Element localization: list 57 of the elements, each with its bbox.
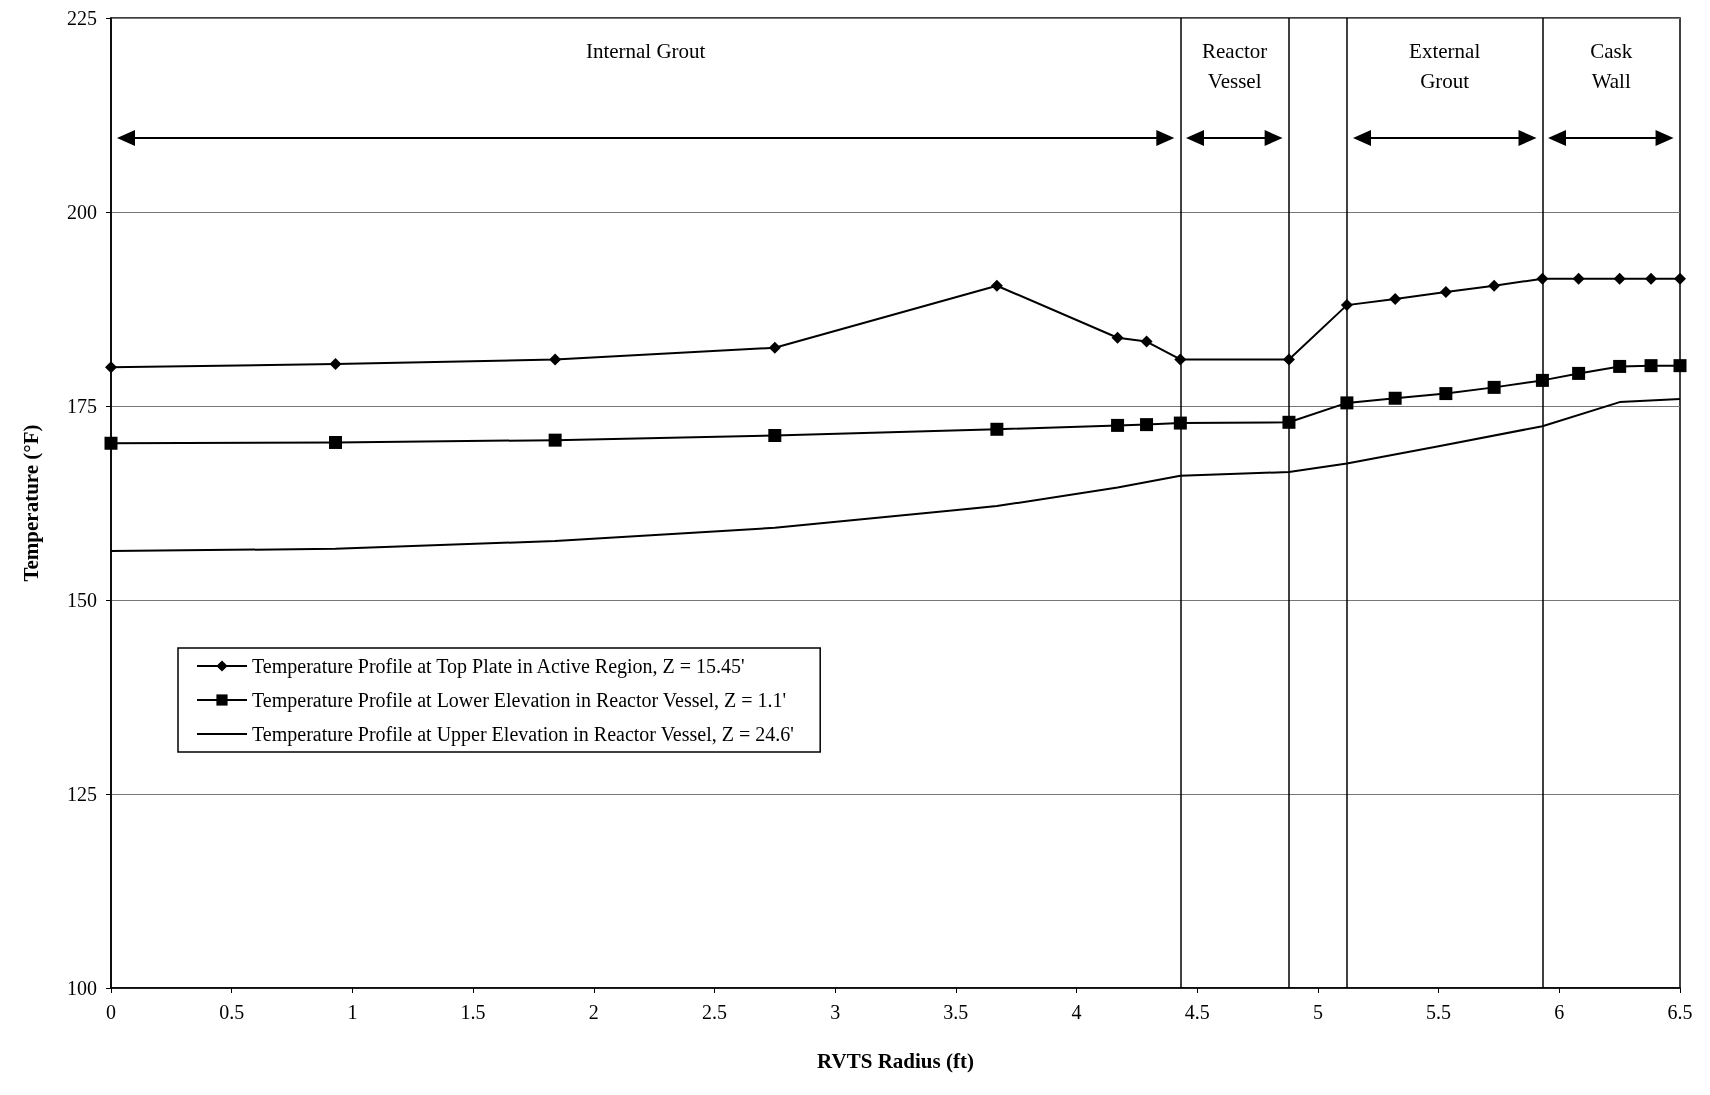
legend-label: Temperature Profile at Top Plate in Active Region, Z = 15.45'	[252, 655, 745, 678]
x-tick-label: 0.5	[219, 1001, 245, 1023]
point	[1140, 335, 1153, 348]
x-tick-label: 5	[1312, 1001, 1323, 1023]
x-tick-label: 4.5	[1184, 1001, 1210, 1023]
point	[1439, 285, 1452, 298]
x-tick-label: 2.5	[701, 1001, 727, 1023]
point	[1487, 380, 1501, 394]
point	[768, 428, 782, 442]
point	[1572, 366, 1586, 380]
annotation: Cask Wall	[1590, 39, 1633, 93]
x-tick-label: 6	[1554, 1001, 1565, 1023]
y-tick-label: 125	[67, 783, 97, 805]
point	[105, 361, 117, 374]
x-axis-title: RVTS Radius (ft)	[817, 1048, 974, 1073]
point	[1645, 272, 1658, 285]
point	[1488, 279, 1501, 292]
x-tick-label: 2	[588, 1001, 599, 1023]
point	[1111, 418, 1125, 432]
annotation: Reactor Vessel	[1202, 39, 1268, 93]
x-tick-label: 3	[830, 1001, 841, 1023]
point	[329, 358, 342, 371]
point	[1572, 272, 1585, 285]
point	[1644, 359, 1658, 373]
point	[1439, 387, 1453, 401]
x-tick-label: 6.5	[1667, 1001, 1693, 1023]
point	[1140, 418, 1154, 432]
point	[1673, 359, 1687, 373]
x-tick-label: 1	[347, 1001, 358, 1023]
point	[990, 279, 1003, 292]
x-tick-label: 5.5	[1426, 1001, 1452, 1023]
annotation: Internal Grout	[585, 39, 706, 63]
y-tick-label: 175	[67, 395, 97, 417]
point	[104, 436, 118, 450]
point	[1674, 272, 1686, 285]
point	[1389, 292, 1402, 305]
legend-label: Temperature Profile at Upper Elevation in Reactor Vessel, Z = 24.6'	[252, 723, 794, 746]
point	[1613, 272, 1626, 285]
annotation: External Grout	[1409, 39, 1481, 93]
x-tick-label: 3.5	[943, 1001, 969, 1023]
y-axis-title: Temperature (°F)	[18, 424, 43, 582]
y-tick-label: 225	[67, 7, 97, 29]
y-tick-label: 100	[67, 977, 97, 999]
point	[1613, 359, 1627, 373]
y-tick-label: 200	[67, 201, 97, 223]
x-tick-label: 0	[106, 1001, 116, 1023]
point	[549, 353, 562, 366]
point	[768, 341, 781, 354]
point	[1388, 391, 1402, 405]
point	[548, 433, 562, 447]
y-tick-label: 150	[67, 589, 97, 611]
legend-label: Temperature Profile at Lower Elevation in Reactor Vessel, Z = 1.1'	[252, 689, 787, 712]
x-tick-label: 4	[1071, 1001, 1082, 1023]
point	[328, 435, 342, 449]
point	[990, 422, 1004, 436]
point	[1111, 331, 1124, 344]
x-tick-label: 1.5	[460, 1001, 486, 1023]
